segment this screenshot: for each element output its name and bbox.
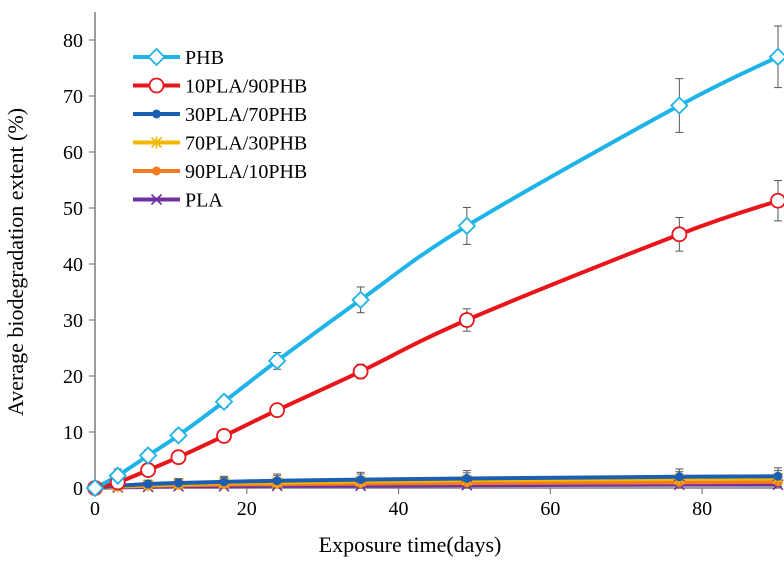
y-axis-title: Average biodegradation extent (%) [3, 108, 28, 416]
data-point-10pla-90phb [216, 428, 232, 444]
legend-marker [152, 166, 161, 176]
y-tick-label: 50 [63, 198, 83, 220]
legend-marker [148, 77, 165, 94]
data-point-30pla-70phb [272, 476, 282, 486]
x-tick-label: 40 [389, 498, 409, 520]
data-point-30pla-70phb [462, 473, 472, 483]
y-tick-label: 60 [63, 142, 83, 164]
legend: PHB 10PLA/90PHB 30PLA/70PHB 70PLA/30PHB 90PL… [133, 47, 307, 212]
x-tick-label: 20 [237, 498, 257, 520]
data-point-30pla-70phb [219, 477, 229, 487]
legend-item-phb: PHB [133, 47, 224, 69]
legend-item-10pla-90phb: 10PLA/90PHB [133, 76, 307, 98]
data-point-phb [457, 216, 477, 236]
y-tick-label: 10 [63, 422, 83, 444]
data-point-phb [85, 478, 105, 498]
y-tick-label: 20 [63, 366, 83, 388]
data-point-phb [138, 446, 158, 465]
series-lines [93, 54, 780, 490]
data-point-10pla-90phb [671, 226, 688, 243]
data-point-30pla-70phb [143, 479, 153, 489]
legend-label: PLA [185, 190, 223, 212]
legend-label: 70PLA/30PHB [185, 133, 307, 155]
legend-marker [147, 47, 166, 67]
y-tick-label: 40 [63, 254, 83, 276]
legend-item-30pla-70phb: 30PLA/70PHB [133, 104, 307, 126]
data-point-phb [169, 426, 188, 445]
data-point-phb [267, 351, 287, 371]
data-point-10pla-90phb [770, 192, 784, 209]
legend-label: 10PLA/90PHB [185, 76, 307, 98]
legend-label: 90PLA/10PHB [185, 161, 307, 183]
data-point-10pla-90phb [140, 462, 157, 478]
legend-item-90pla-10phb: 90PLA/10PHB [133, 161, 307, 183]
data-point-phb [768, 47, 784, 67]
data-point-10pla-90phb [352, 363, 369, 380]
legend-marker [150, 193, 163, 206]
data-point-30pla-70phb [356, 475, 366, 485]
data-point-30pla-70phb [173, 478, 183, 488]
legend-marker [152, 109, 161, 119]
data-point-30pla-70phb [773, 471, 783, 481]
data-point-phb [108, 466, 128, 485]
x-tick-label: 60 [540, 498, 560, 520]
y-tick-label: 30 [63, 310, 83, 332]
data-point-10pla-90phb [269, 402, 286, 419]
y-tick-label: 80 [63, 30, 83, 52]
x-axis-title: Exposure time(days) [319, 532, 502, 557]
legend-item-70pla-30phb: 70PLA/30PHB [133, 133, 307, 155]
legend-label: 30PLA/70PHB [185, 104, 307, 126]
x-tick-label: 80 [692, 498, 712, 520]
data-point-10pla-90phb [458, 312, 475, 328]
y-tick-label: 70 [63, 86, 83, 108]
series-markers [85, 47, 784, 498]
data-point-phb [214, 392, 234, 412]
series-line-30pla-70phb [93, 474, 780, 490]
data-point-30pla-70phb [674, 472, 684, 482]
legend-marker [150, 136, 163, 149]
legend-item-pla: PLA [133, 190, 223, 212]
axes: 0 10 20 30 40 50 60 70 80 0 20 40 60 80 [63, 12, 778, 520]
data-point-phb [670, 96, 689, 115]
data-point-10pla-90phb [170, 449, 187, 466]
legend-label: PHB [185, 47, 224, 69]
x-tick-label: 0 [90, 498, 100, 520]
y-tick-label: 0 [73, 478, 83, 500]
data-point-phb [351, 290, 370, 310]
